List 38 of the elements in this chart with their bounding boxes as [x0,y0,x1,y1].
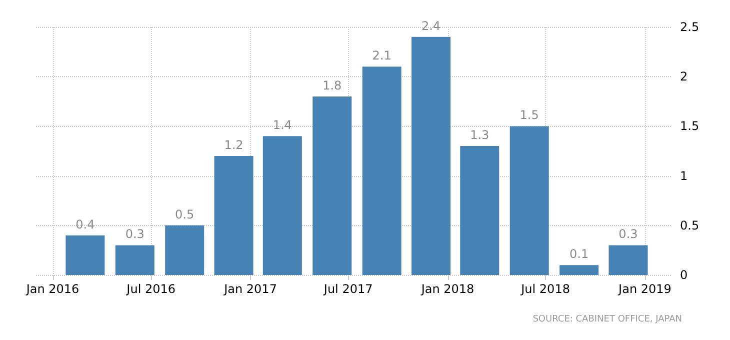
bar [460,146,500,275]
data-label: 1.8 [322,78,342,92]
data-label: 1.2 [224,138,244,152]
bar [312,96,352,275]
data-label: 2.4 [421,18,441,33]
bar [510,126,549,275]
bar [560,265,599,275]
x-tick-label: Jul 2017 [322,282,373,296]
bar [412,36,450,275]
x-tick-label: Jul 2016 [126,282,176,296]
bar [115,245,154,275]
y-tick-label: 0 [680,268,688,282]
y-tick-label: 1.5 [680,119,700,134]
x-tick-label: Jul 2018 [520,282,570,296]
x-tick-label: Jan 2016 [25,282,80,296]
data-label: 1.4 [272,118,292,132]
data-label: 0.4 [76,217,95,232]
x-tick-label: Jan 2018 [420,282,474,296]
bar [66,235,105,275]
bar [262,136,302,275]
y-tick-label: 2.5 [680,20,700,34]
y-tick-label: 0.5 [680,218,700,232]
source-note: SOURCE: CABINET OFFICE, JAPAN [532,314,682,324]
data-label: 0.5 [175,207,194,222]
bar [165,225,204,275]
data-label: 0.3 [125,227,144,242]
data-label: 1.3 [470,128,490,142]
y-tick-label: 1 [680,168,688,183]
data-label: 0.1 [570,247,589,262]
x-tick-label: Jan 2017 [223,282,277,296]
data-label: 2.1 [372,48,392,63]
bar [362,66,402,275]
x-tick-label: Jan 2019 [618,282,672,296]
bar [608,245,648,275]
data-label: 1.5 [520,108,539,122]
bar [214,156,254,275]
y-tick-label: 2 [680,70,688,84]
data-label: 0.3 [618,227,638,242]
